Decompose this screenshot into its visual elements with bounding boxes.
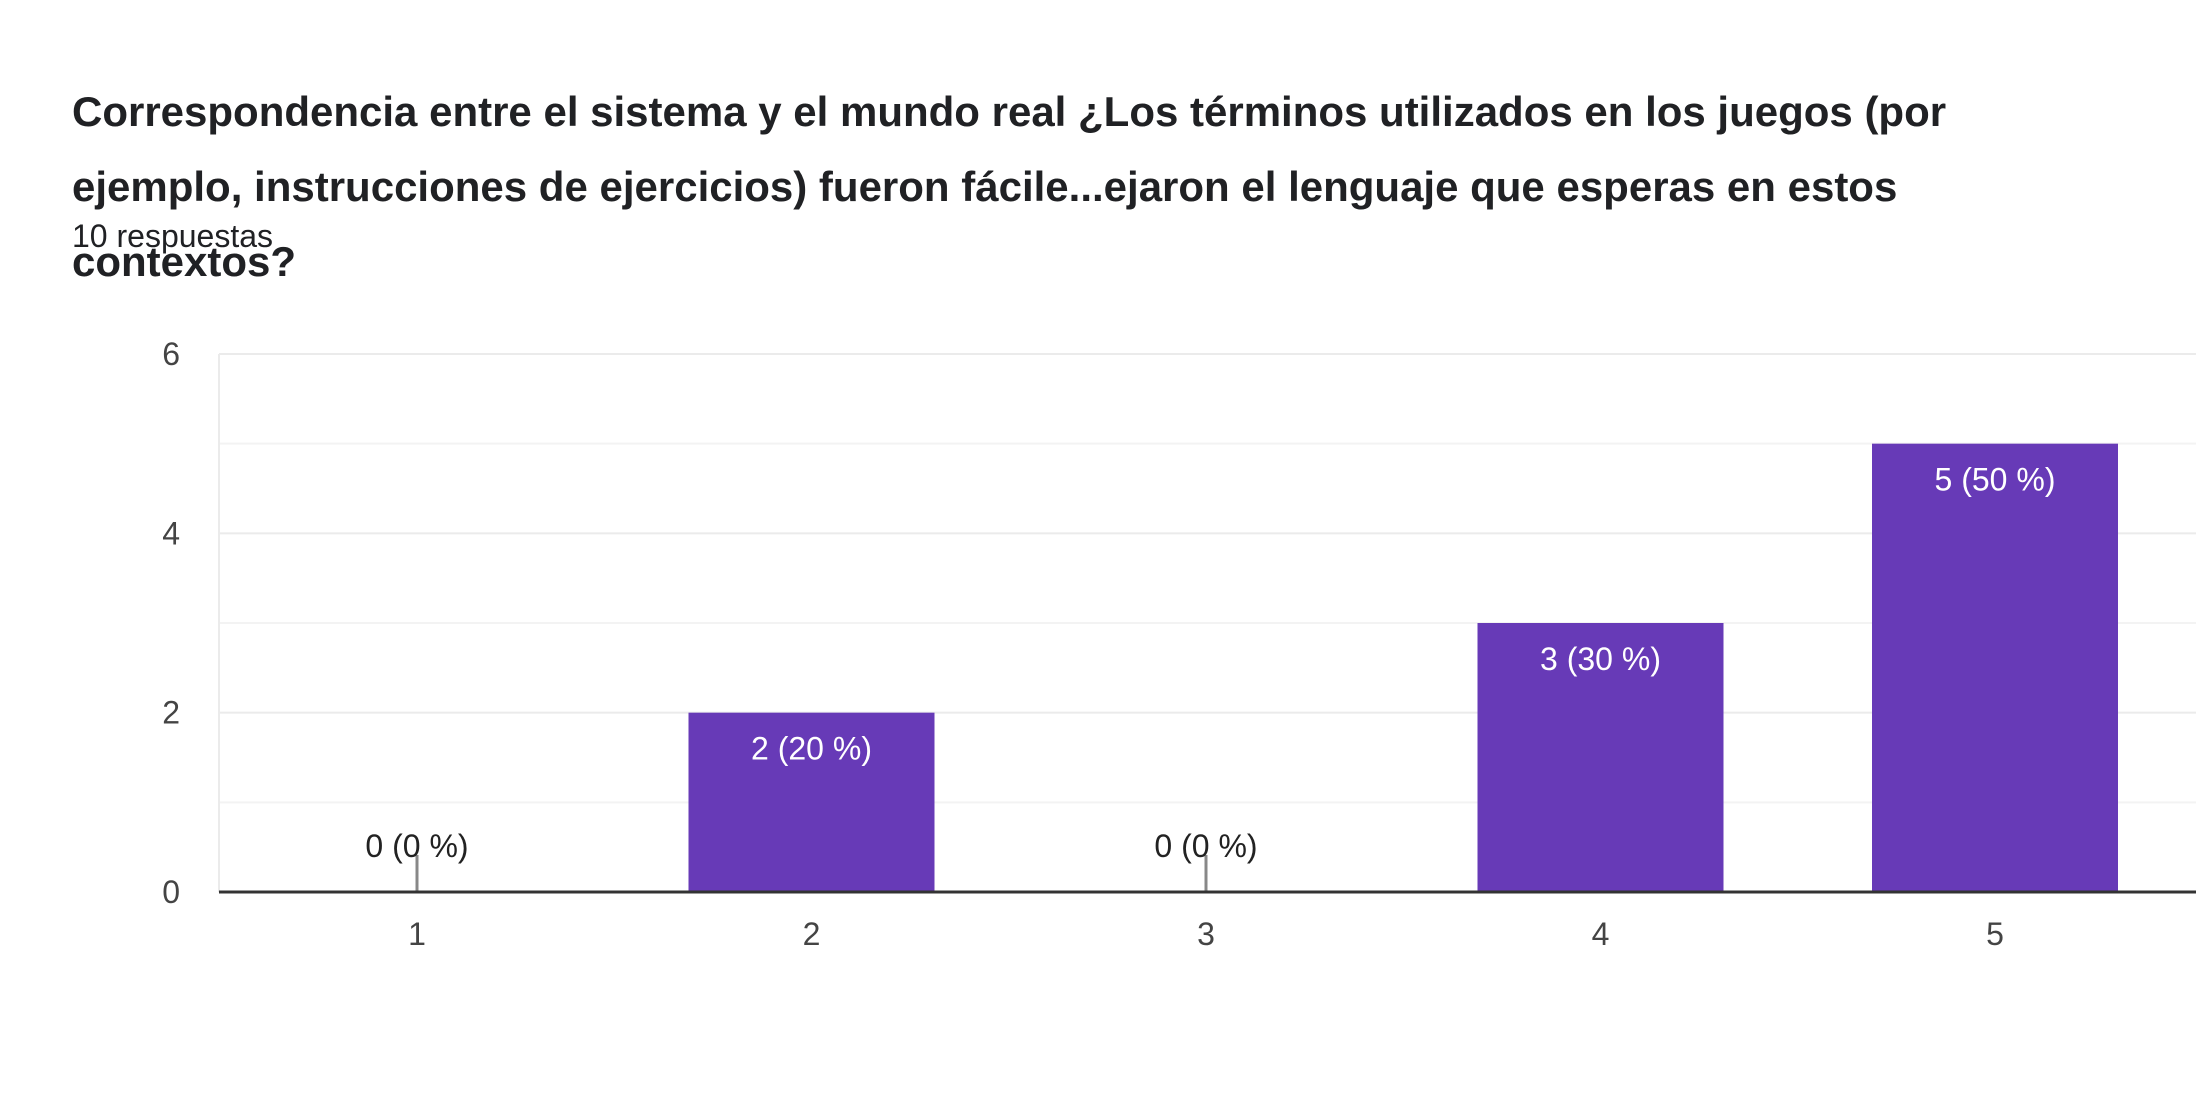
bar-5 [1872,443,2118,892]
data-label-3: 0 (0 %) [1154,828,1257,864]
y-tick-label: 2 [162,695,180,731]
y-tick-label: 6 [162,336,180,372]
grid-layer [218,353,2196,892]
bar-layer [415,443,2118,892]
x-tick-label: 2 [803,916,821,952]
y-tick-label: 0 [162,874,180,910]
y-tick-label: 4 [162,515,180,551]
axis-layer: 0 2 4 6 1 2 3 4 5 [162,336,2196,952]
bar-4 [1477,623,1724,892]
x-tick-label: 4 [1592,916,1610,952]
x-tick-label: 3 [1197,916,1215,952]
x-tick-label: 5 [1986,916,2004,952]
data-label-4: 3 (30 %) [1540,641,1661,677]
chart-title-line2: ejemplo, instrucciones de ejercicios) fu… [72,163,1898,285]
data-label-2: 2 (20 %) [751,731,872,767]
data-label-1: 0 (0 %) [365,828,468,864]
bar-2 [688,712,935,892]
chart-title-line1: Correspondencia entre el sistema y el mu… [72,88,1947,135]
data-label-5: 5 (50 %) [1935,462,2056,498]
response-count: 10 respuestas [72,218,274,254]
chart-title: Correspondencia entre el sistema y el mu… [72,74,2132,299]
x-tick-label: 1 [408,916,426,952]
label-layer: 0 (0 %) 2 (20 %) 0 (0 %) 3 (30 %) 5 (50 %) [365,462,2055,864]
